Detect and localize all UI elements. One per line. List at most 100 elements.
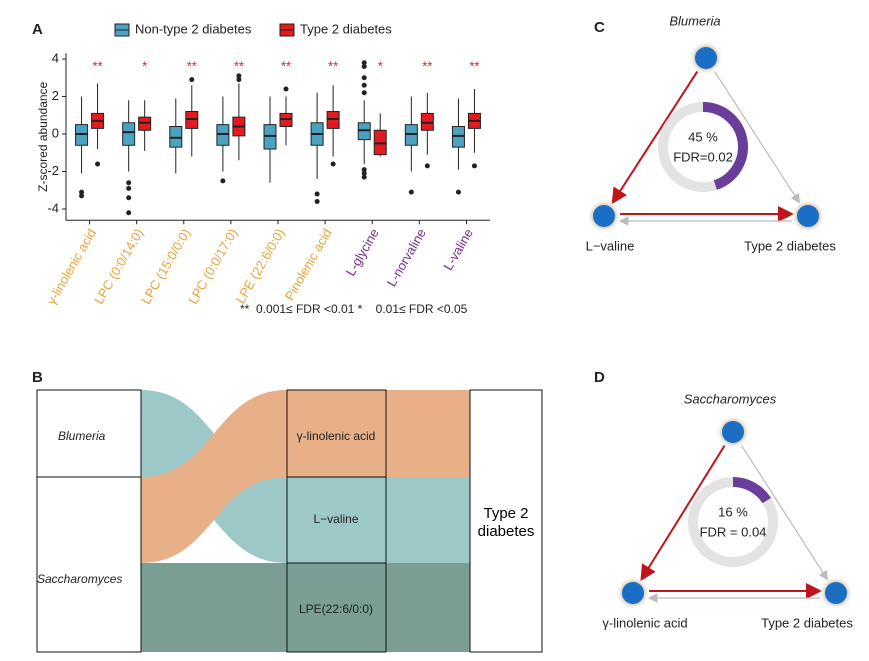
outlier bbox=[189, 77, 195, 83]
x-tick-label: LPC (0:0/14:0) bbox=[91, 226, 146, 307]
legend-label: Type 2 diabetes bbox=[300, 21, 392, 36]
mediator-label: γ-linolenic acid bbox=[602, 615, 687, 630]
y-tick-label: -2 bbox=[47, 163, 59, 178]
outlier bbox=[424, 163, 430, 169]
outlier bbox=[126, 210, 132, 216]
fdr-label: FDR=0.02 bbox=[673, 149, 733, 164]
y-tick-label: 2 bbox=[52, 88, 59, 103]
outlier bbox=[236, 77, 242, 83]
y-axis-label: Z-scored abundance bbox=[36, 81, 50, 191]
outlier bbox=[361, 174, 367, 180]
mediation-arc bbox=[732, 477, 771, 504]
percent-label: 16 % bbox=[718, 504, 748, 519]
significance: ** bbox=[92, 58, 102, 73]
significance: ** bbox=[187, 58, 197, 73]
node-label-box: Type 2 diabetes bbox=[477, 505, 535, 540]
node-label: Saccharomyces bbox=[37, 572, 122, 586]
outlier bbox=[220, 178, 226, 184]
outlier bbox=[126, 185, 132, 191]
outlier bbox=[314, 199, 320, 205]
outlier bbox=[471, 163, 477, 169]
node-label: γ-linolenic acid bbox=[297, 429, 376, 443]
outlier bbox=[79, 189, 85, 195]
significance: ** bbox=[234, 58, 244, 73]
outlier bbox=[455, 189, 461, 195]
significance: ** bbox=[281, 58, 291, 73]
significance: * bbox=[378, 58, 383, 73]
outlier bbox=[79, 193, 85, 199]
significance: ** bbox=[469, 58, 479, 73]
node-label: L−valine bbox=[313, 512, 358, 526]
node bbox=[622, 582, 644, 604]
mediator-label: L−valine bbox=[586, 238, 635, 253]
outlier bbox=[283, 86, 289, 92]
node bbox=[36, 389, 142, 478]
outlier bbox=[236, 73, 242, 79]
node bbox=[695, 47, 717, 69]
outlier bbox=[361, 75, 367, 81]
flow bbox=[287, 477, 470, 563]
x-tick-label: LPC (15:0/0:0) bbox=[138, 226, 193, 307]
node-label: Blumeria bbox=[58, 429, 106, 443]
outlier bbox=[361, 82, 367, 88]
significance: * bbox=[142, 58, 147, 73]
flow bbox=[287, 563, 470, 652]
x-tick-label: LPC (0:0/17:0) bbox=[185, 226, 240, 307]
box bbox=[122, 122, 136, 146]
x-tick-label: γ-linolenic acid bbox=[44, 226, 100, 307]
node bbox=[469, 389, 543, 653]
flow bbox=[141, 390, 287, 563]
node bbox=[36, 476, 142, 653]
footnote: ** 0.001≤ FDR <0.01 * 0.01≤ FDR <0.05 bbox=[240, 302, 468, 316]
node bbox=[286, 562, 387, 653]
x-tick-label: L-glycine bbox=[343, 226, 382, 279]
taxon-label: Blumeria bbox=[669, 13, 720, 28]
panel-label: C bbox=[594, 19, 605, 36]
outlier bbox=[126, 180, 132, 186]
mediation-arc bbox=[702, 102, 748, 190]
outlier bbox=[330, 161, 336, 167]
y-tick-label: -4 bbox=[47, 200, 59, 215]
path-arrow bbox=[714, 71, 800, 204]
percent-label: 45 % bbox=[688, 129, 718, 144]
y-tick-label: 4 bbox=[52, 50, 59, 65]
x-tick-label: Pinolenic acid bbox=[282, 226, 335, 303]
outlier bbox=[408, 189, 414, 195]
outlier bbox=[314, 191, 320, 197]
panel-label: A bbox=[32, 21, 43, 38]
path-arrow bbox=[611, 70, 699, 205]
node-label: LPE(22:6/0:0) bbox=[299, 602, 373, 616]
outcome-label: Type 2 diabetes bbox=[744, 238, 836, 253]
outlier bbox=[361, 167, 367, 173]
outlier bbox=[126, 195, 132, 201]
significance: ** bbox=[422, 58, 432, 73]
node bbox=[797, 205, 819, 227]
x-tick-label: L-norvaline bbox=[384, 226, 429, 289]
outlier bbox=[361, 170, 367, 176]
x-tick-label: L-valine bbox=[440, 226, 476, 273]
node-label: Type 2 diabetes bbox=[477, 505, 535, 540]
node bbox=[593, 205, 615, 227]
outlier bbox=[361, 60, 367, 66]
outlier bbox=[95, 161, 101, 167]
outlier bbox=[361, 90, 367, 96]
flow bbox=[287, 390, 470, 477]
path-arrow bbox=[640, 445, 726, 582]
legend-label: Non-type 2 diabetes bbox=[135, 21, 252, 36]
node bbox=[722, 421, 744, 443]
y-tick-label: 0 bbox=[52, 125, 59, 140]
path-arrow bbox=[741, 445, 829, 581]
panel-label: B bbox=[32, 369, 43, 386]
outlier bbox=[361, 64, 367, 70]
node bbox=[825, 582, 847, 604]
sankey: Blumeria Saccharomyces γ-linolenic acid … bbox=[36, 389, 543, 653]
fdr-label: FDR = 0.04 bbox=[700, 524, 767, 539]
x-tick-label: LPE (22:6/0:0) bbox=[233, 226, 288, 306]
taxon-label: Saccharomyces bbox=[684, 391, 777, 406]
significance: ** bbox=[328, 58, 338, 73]
outcome-label: Type 2 diabetes bbox=[761, 615, 853, 630]
panel-label: D bbox=[594, 369, 605, 386]
flow bbox=[141, 563, 287, 652]
